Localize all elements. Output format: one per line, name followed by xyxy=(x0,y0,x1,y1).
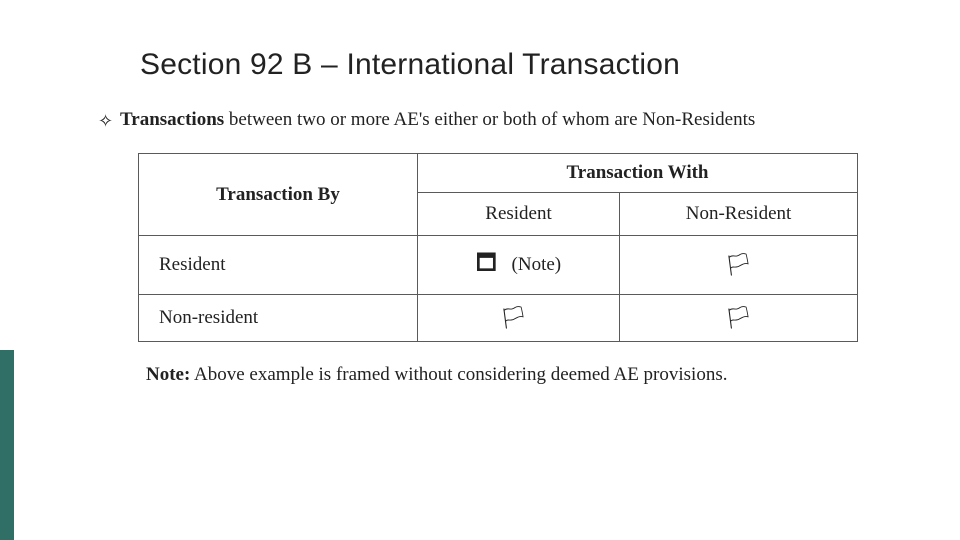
subheader-resident: Resident xyxy=(418,193,620,236)
square-icon: 🗖 xyxy=(476,246,497,284)
cell-nonresident-resident: 🏳 xyxy=(418,295,620,342)
transaction-table: Transaction By Transaction With Resident… xyxy=(138,153,858,342)
page-title: Section 92 B – International Transaction xyxy=(140,48,900,82)
cell-nonresident-nonresident: 🏳 xyxy=(620,295,858,342)
flag-icon: 🏳 xyxy=(725,252,753,278)
bullet-rest: between two or more AE's either or both … xyxy=(224,109,755,130)
footnote: Note: Above example is framed without co… xyxy=(146,364,900,386)
header-transaction-by: Transaction By xyxy=(139,154,418,236)
slide-content: Section 92 B – International Transaction… xyxy=(0,0,960,406)
cell-resident-resident: 🗖 (Note) xyxy=(418,236,620,295)
footnote-rest: Above example is framed without consider… xyxy=(190,364,727,385)
table-row: Resident 🗖 (Note) 🏳 xyxy=(139,236,858,295)
row-label: Resident xyxy=(139,236,418,295)
footnote-strong: Note: xyxy=(146,364,190,385)
flag-icon: 🏳 xyxy=(725,305,753,331)
bullet-text: Transactions between two or more AE's ei… xyxy=(120,108,755,133)
cell-note: (Note) xyxy=(512,254,562,275)
header-transaction-with: Transaction With xyxy=(418,154,858,193)
flag-icon: 🏳 xyxy=(500,305,528,331)
bullet-item: ✧ Transactions between two or more AE's … xyxy=(98,108,900,133)
table-row: Non-resident 🏳 🏳 xyxy=(139,295,858,342)
subheader-nonresident: Non-Resident xyxy=(620,193,858,236)
cell-resident-nonresident: 🏳 xyxy=(620,236,858,295)
row-label: Non-resident xyxy=(139,295,418,342)
accent-bar xyxy=(0,350,14,540)
table-header-row: Transaction By Transaction With xyxy=(139,154,858,193)
bullet-strong: Transactions xyxy=(120,109,224,130)
diamond-bullet-icon: ✧ xyxy=(98,110,120,133)
